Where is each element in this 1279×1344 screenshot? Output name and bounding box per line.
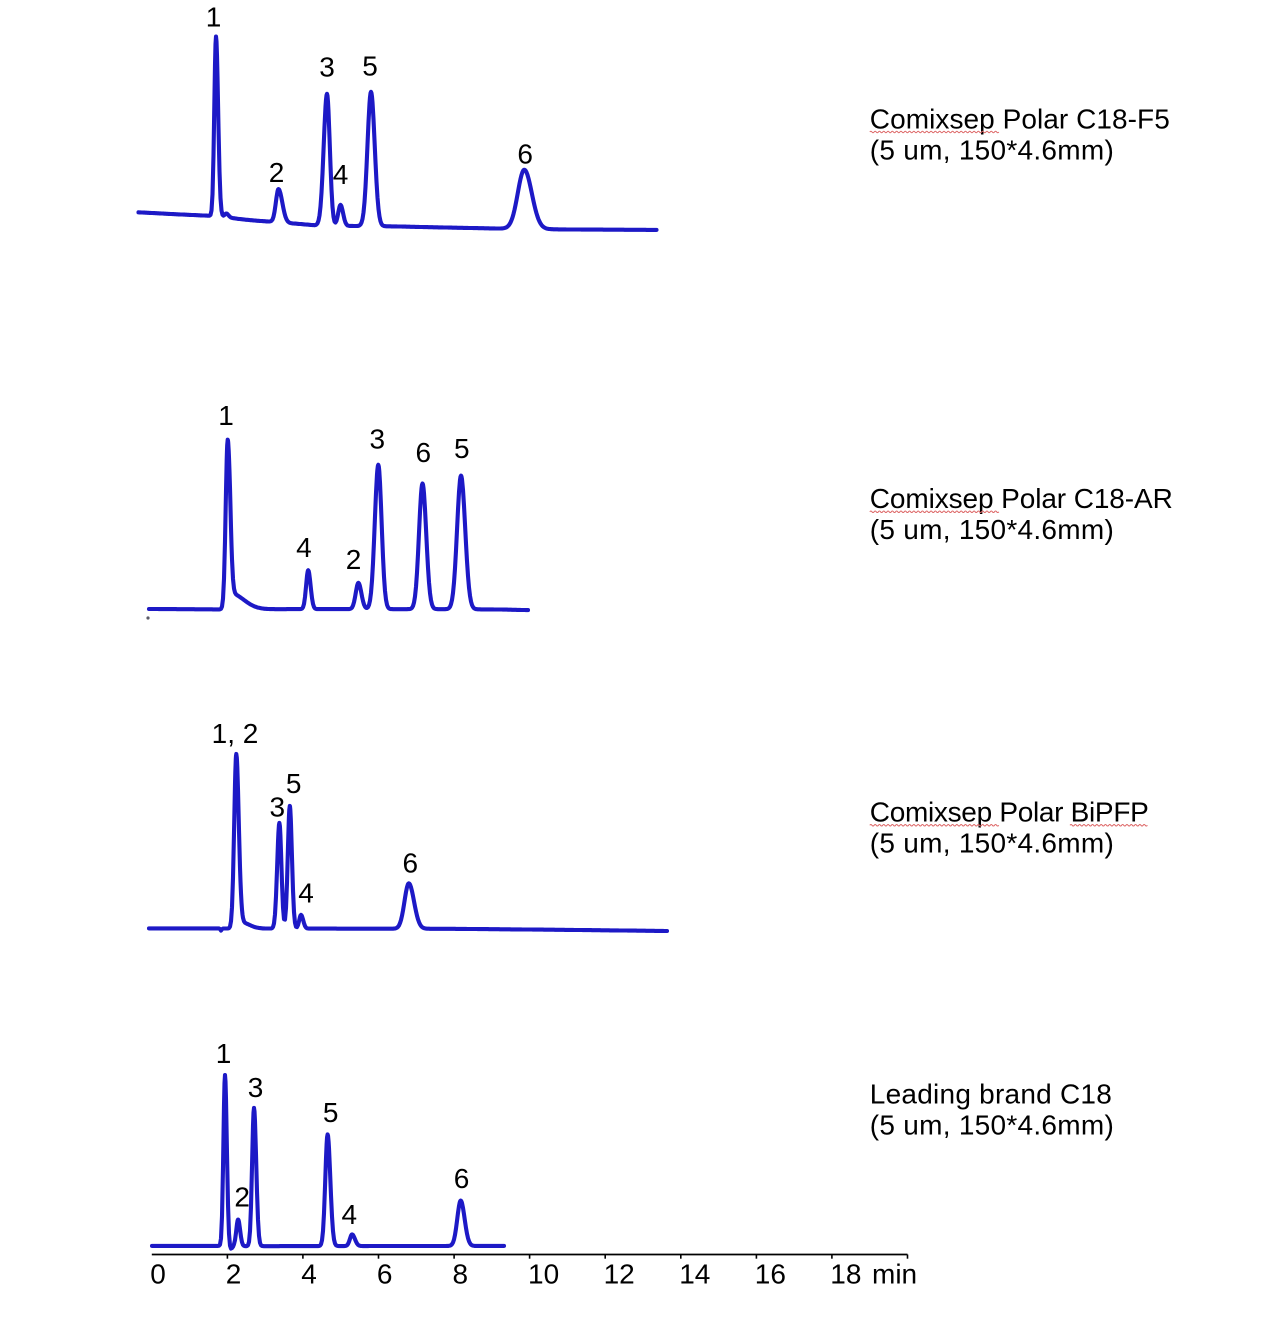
svg-text:(5 um, 150*4.6mm): (5 um, 150*4.6mm) <box>870 828 1114 859</box>
svg-text:1, 2: 1, 2 <box>212 718 259 749</box>
svg-text:Comixsep Polar C18-AR: Comixsep Polar C18-AR <box>870 483 1173 514</box>
svg-text:6: 6 <box>454 1163 470 1194</box>
svg-text:2: 2 <box>226 1259 242 1290</box>
svg-text:3: 3 <box>248 1072 264 1103</box>
svg-text:5: 5 <box>454 433 470 464</box>
svg-text:2: 2 <box>234 1181 250 1212</box>
svg-text:10: 10 <box>528 1259 559 1290</box>
svg-text:3: 3 <box>270 791 286 822</box>
svg-text:5: 5 <box>362 51 378 82</box>
svg-text:(5 um, 150*4.6mm): (5 um, 150*4.6mm) <box>870 134 1114 165</box>
svg-text:4: 4 <box>298 878 314 909</box>
svg-text:3: 3 <box>370 424 386 455</box>
svg-text:5: 5 <box>286 768 302 799</box>
svg-text:8: 8 <box>453 1259 469 1290</box>
svg-text:4: 4 <box>296 532 312 563</box>
svg-text:5: 5 <box>323 1097 339 1128</box>
svg-text:min: min <box>872 1259 917 1290</box>
svg-text:4: 4 <box>342 1199 358 1230</box>
svg-text:18: 18 <box>830 1259 861 1290</box>
svg-text:3: 3 <box>319 51 335 82</box>
svg-text:16: 16 <box>755 1259 786 1290</box>
svg-text:Comixsep Polar C18-F5: Comixsep Polar C18-F5 <box>870 103 1170 134</box>
svg-text:6: 6 <box>416 437 432 468</box>
svg-text:4: 4 <box>301 1259 317 1290</box>
svg-text:0: 0 <box>150 1259 166 1290</box>
svg-text:12: 12 <box>604 1259 635 1290</box>
svg-text:6: 6 <box>517 139 533 170</box>
svg-text:(5 um, 150*4.6mm): (5 um, 150*4.6mm) <box>870 514 1114 545</box>
svg-text:1: 1 <box>216 1038 232 1069</box>
svg-text:2: 2 <box>346 544 362 575</box>
svg-text:Leading brand C18: Leading brand C18 <box>870 1078 1112 1109</box>
svg-text:1: 1 <box>206 1 222 32</box>
svg-text:Comixsep Polar BiPFP: Comixsep Polar BiPFP <box>870 797 1149 828</box>
svg-text:4: 4 <box>333 159 349 190</box>
svg-text:14: 14 <box>679 1259 710 1290</box>
svg-text:6: 6 <box>403 847 419 878</box>
svg-text:(5 um, 150*4.6mm): (5 um, 150*4.6mm) <box>870 1109 1114 1140</box>
svg-text:6: 6 <box>377 1259 393 1290</box>
svg-text:1: 1 <box>218 400 234 431</box>
svg-text:2: 2 <box>269 157 285 188</box>
